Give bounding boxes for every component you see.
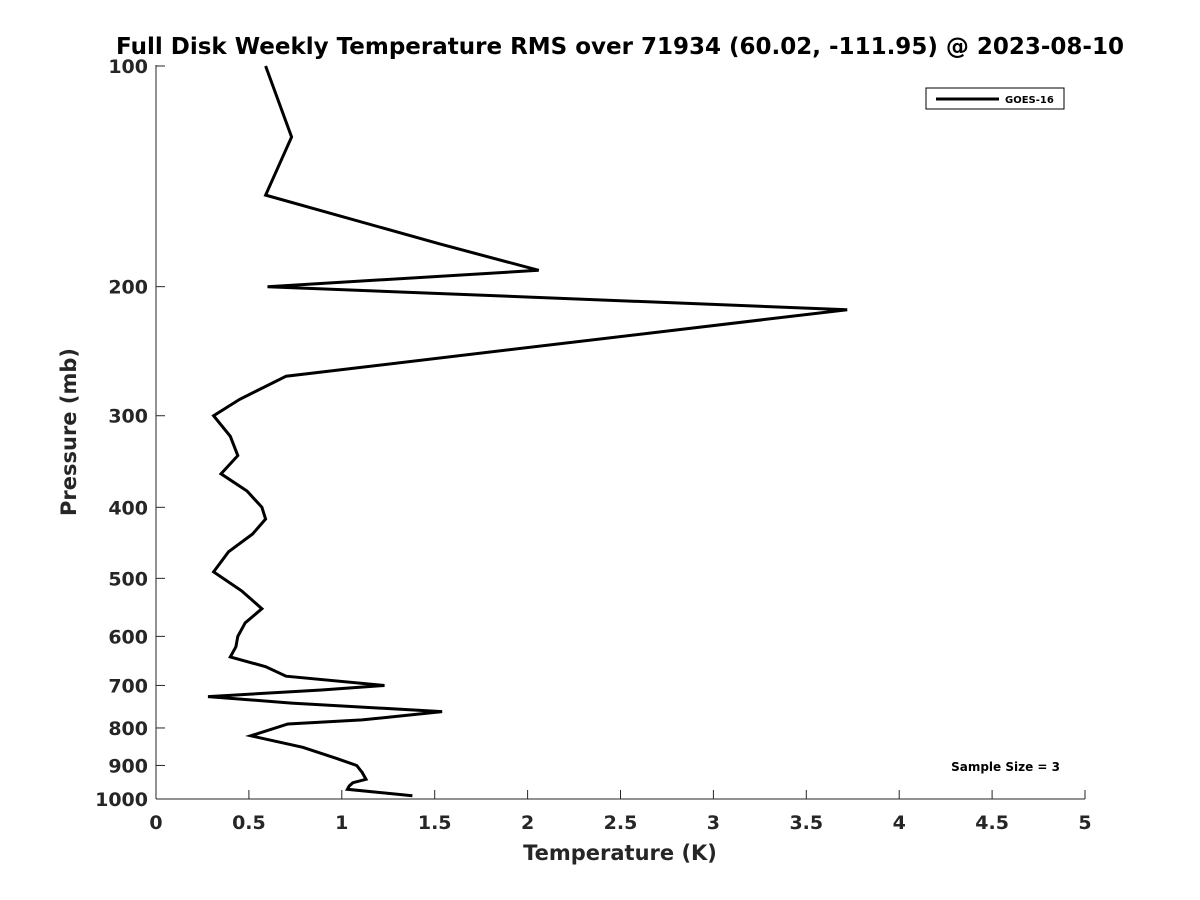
x-tick-label: 2.5 — [604, 812, 638, 834]
x-tick-labels: 0 0.5 1 1.5 2 2.5 3 3.5 4 4.5 5 — [149, 812, 1091, 834]
x-tick-label: 1 — [335, 812, 348, 834]
y-tick-label: 400 — [108, 497, 148, 519]
x-tick-label: 1.5 — [418, 812, 452, 834]
y-axis-title: Pressure (mb) — [57, 348, 81, 516]
y-tick-label: 900 — [108, 755, 148, 777]
sample-size-annotation: Sample Size = 3 — [951, 760, 1060, 774]
chart-title: Full Disk Weekly Temperature RMS over 71… — [116, 34, 1124, 60]
y-tick-label: 800 — [108, 718, 148, 740]
y-tick-label: 100 — [108, 56, 148, 78]
x-tick-label: 2 — [521, 812, 534, 834]
legend-label-goes-16: GOES-16 — [1005, 95, 1054, 106]
axis-ticks — [155, 65, 1086, 800]
x-axis-title: Temperature (K) — [523, 841, 717, 865]
y-tick-label: 200 — [108, 277, 148, 299]
series-line-goes-16 — [207, 65, 848, 798]
y-tick-label: 300 — [108, 406, 148, 428]
y-tick-label: 1000 — [95, 789, 148, 811]
x-tick-label: 0 — [149, 812, 162, 834]
y-tick-label: 700 — [108, 675, 148, 697]
x-tick-label: 0.5 — [232, 812, 266, 834]
series-layer — [207, 65, 848, 798]
y-tick-labels: 100 200 300 400 500 600 700 800 900 1000 — [95, 56, 148, 811]
legend: GOES-16 — [925, 87, 1065, 110]
y-tick-label: 500 — [108, 568, 148, 590]
x-tick-label: 4 — [893, 812, 906, 834]
x-tick-label: 5 — [1078, 812, 1091, 834]
x-tick-label: 3 — [707, 812, 720, 834]
y-tick-label: 600 — [108, 626, 148, 648]
x-tick-label: 3.5 — [789, 812, 823, 834]
x-tick-label: 4.5 — [975, 812, 1009, 834]
